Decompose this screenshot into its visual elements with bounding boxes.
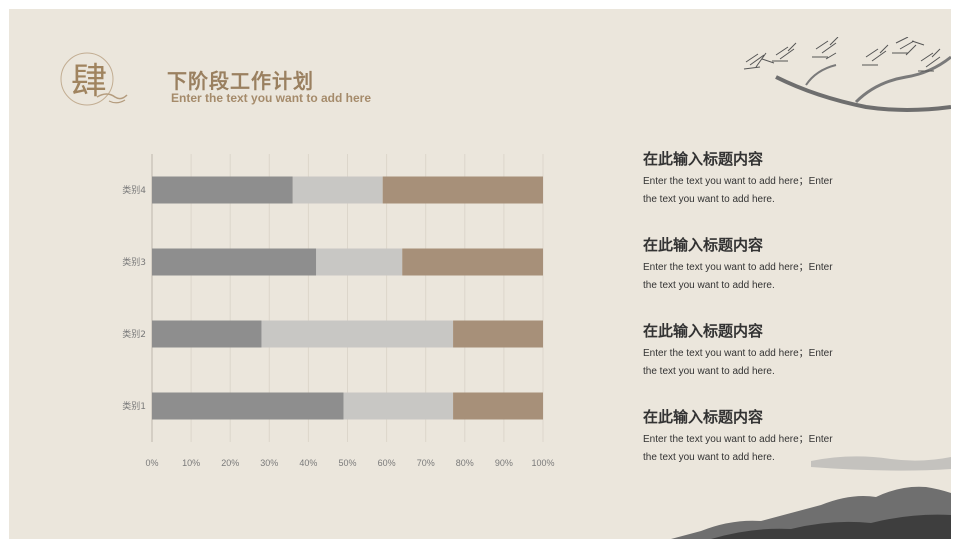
bar-segment (343, 392, 454, 420)
x-tick-label: 30% (260, 458, 278, 468)
item-desc-line: Enter the text you want to add here；Ente… (643, 262, 833, 273)
item-desc: Enter the text you want to add here；Ente… (643, 431, 873, 467)
bar-segment (453, 392, 543, 420)
page-title: 下阶段工作计划 (167, 69, 314, 93)
x-tick-label: 0% (145, 458, 158, 468)
bar-segment (152, 320, 262, 348)
bar-segment (152, 176, 293, 204)
x-tick-label: 60% (378, 458, 396, 468)
bar-segment (402, 248, 543, 276)
mountain-illustration (671, 456, 951, 539)
text-item: 在此输入标题内容 Enter the text you want to add … (643, 407, 873, 493)
x-tick-label: 90% (495, 458, 513, 468)
text-item: 在此输入标题内容 Enter the text you want to add … (643, 235, 873, 321)
bar-segment (382, 176, 543, 204)
bar-segment (261, 320, 454, 348)
stacked-bar-chart: 0% 10% 20% 30% 40% 50% 60% 70% 80% 90% 100% 类别1 类别2 类… (122, 154, 555, 468)
item-desc: Enter the text you want to add here；Ente… (643, 173, 873, 209)
text-items: 在此输入标题内容 Enter the text you want to add … (643, 149, 873, 493)
x-tick-label: 40% (299, 458, 317, 468)
item-title: 在此输入标题内容 (643, 322, 764, 340)
item-desc: Enter the text you want to add here；Ente… (643, 345, 873, 381)
pine-tree-illustration (743, 37, 951, 112)
bar-segment (453, 320, 543, 348)
x-tick-label: 100% (531, 458, 554, 468)
bar-segment (316, 248, 403, 276)
item-desc-line: the text you want to add here. (643, 452, 775, 463)
category-label: 类别3 (122, 256, 146, 268)
x-tick-label: 80% (456, 458, 474, 468)
bar-segment (292, 176, 383, 204)
x-tick-label: 50% (338, 458, 356, 468)
item-desc-line: the text you want to add here. (643, 280, 775, 291)
item-desc-line: Enter the text you want to add here；Ente… (643, 434, 833, 445)
emblem-char: 肆 (71, 61, 107, 102)
category-label: 类别1 (122, 400, 146, 412)
item-desc-line: Enter the text you want to add here；Ente… (643, 348, 833, 359)
emblem-seal: 肆 (60, 52, 128, 106)
category-label: 类别4 (122, 184, 146, 196)
bar-segment (152, 392, 344, 420)
x-tick-label: 10% (182, 458, 200, 468)
item-title: 在此输入标题内容 (643, 236, 764, 254)
text-item: 在此输入标题内容 Enter the text you want to add … (643, 149, 873, 235)
text-item: 在此输入标题内容 Enter the text you want to add … (643, 321, 873, 407)
slide: 肆 下阶段工作计划 Enter the text you want to add… (9, 9, 951, 539)
item-desc-line: Enter the text you want to add here；Ente… (643, 176, 833, 187)
item-desc: Enter the text you want to add here；Ente… (643, 259, 873, 295)
page-subtitle: Enter the text you want to add here (171, 91, 372, 105)
item-desc-line: the text you want to add here. (643, 194, 775, 205)
x-tick-label: 20% (221, 458, 239, 468)
item-title: 在此输入标题内容 (643, 150, 764, 168)
category-label: 类别2 (122, 328, 146, 340)
bar-segment (152, 248, 317, 276)
item-desc-line: the text you want to add here. (643, 366, 775, 377)
x-tick-label: 70% (417, 458, 435, 468)
item-title: 在此输入标题内容 (643, 408, 764, 426)
